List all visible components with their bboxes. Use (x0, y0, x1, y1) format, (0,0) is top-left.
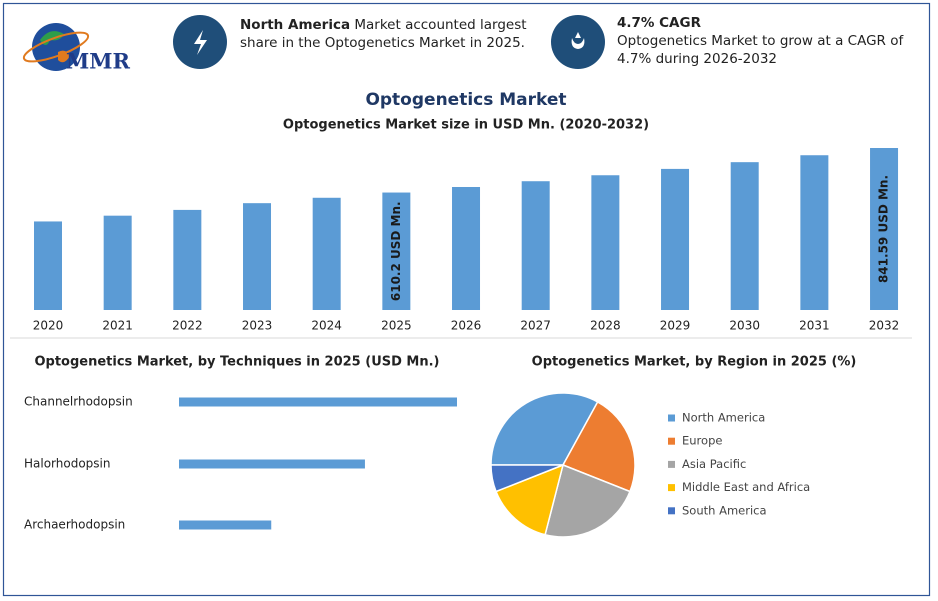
bar (103, 215, 132, 310)
logo: MMR (22, 23, 131, 74)
category-label: Channelrhodopsin (24, 395, 133, 409)
bar (243, 203, 272, 310)
legend-swatch (668, 484, 675, 492)
x-tick-label: 2028 (590, 319, 621, 333)
bar (591, 175, 620, 310)
x-tick-label: 2024 (311, 319, 342, 333)
x-tick-label: 2020 (33, 319, 64, 333)
legend-label: South America (682, 503, 767, 517)
header-note: North America Market accounted largest s… (240, 16, 530, 52)
value-label: 841.59 USD Mn. (877, 175, 891, 283)
bar (179, 459, 365, 469)
header-text: Optogenetics Market to grow at a CAGR of… (617, 33, 904, 67)
category-label: Archaerhodopsin (24, 518, 125, 532)
bar (179, 397, 457, 407)
chart-title: Optogenetics Market size in USD Mn. (202… (283, 118, 649, 133)
x-tick-label: 2022 (172, 319, 203, 333)
legend-label: North America (682, 411, 765, 425)
category-label: Halorhodopsin (24, 457, 111, 471)
icon-growth (551, 15, 605, 69)
x-tick-label: 2029 (660, 319, 691, 333)
bar (870, 148, 899, 310)
legend-swatch (668, 460, 675, 468)
pie-slice (561, 400, 636, 493)
bar (800, 155, 829, 310)
x-tick-label: 2023 (242, 319, 273, 333)
legend-swatch (668, 414, 675, 422)
header-bold: North America (240, 17, 351, 33)
x-tick-label: 2021 (102, 319, 133, 333)
header-text: Market accounted largest share in the Op… (240, 17, 527, 51)
x-tick-label: 2026 (451, 319, 482, 333)
header-note: 4.7% CAGR Optogenetics Market to grow at … (617, 14, 917, 68)
chart-title: Optogenetics Market, by Region in 2025 (… (532, 355, 857, 370)
legend-label: Europe (682, 434, 722, 448)
logo-text: MMR (66, 49, 130, 74)
x-tick-label: 2030 (729, 319, 760, 333)
icon-bolt-glyph (194, 30, 207, 55)
legend-swatch (668, 507, 675, 515)
bar (382, 192, 411, 310)
legend-label: Asia Pacific (682, 457, 746, 471)
bar (452, 186, 481, 310)
pie-slice (544, 463, 631, 538)
x-tick-label: 2031 (799, 319, 830, 333)
bar (312, 197, 341, 310)
value-label: 610.2 USD Mn. (389, 201, 403, 301)
x-tick-label: 2025 (381, 319, 412, 333)
pie-slice (490, 464, 564, 493)
header-bold: 4.7% CAGR (617, 15, 701, 31)
bar (173, 209, 202, 310)
page-title: Optogenetics Market (365, 90, 566, 110)
legend-label: Middle East and Africa (682, 480, 810, 494)
bar (730, 162, 759, 310)
bar (179, 520, 272, 530)
pie-slice (490, 392, 599, 466)
icon-growth-glyph (571, 32, 585, 49)
bar (521, 181, 550, 310)
bar (661, 168, 690, 310)
bar (34, 221, 62, 310)
legend-swatch (668, 437, 675, 445)
x-tick-label: 2032 (869, 319, 900, 333)
chart-title: Optogenetics Market, by Techniques in 20… (34, 355, 439, 370)
pie-slice (495, 463, 565, 536)
x-tick-label: 2027 (520, 319, 551, 333)
